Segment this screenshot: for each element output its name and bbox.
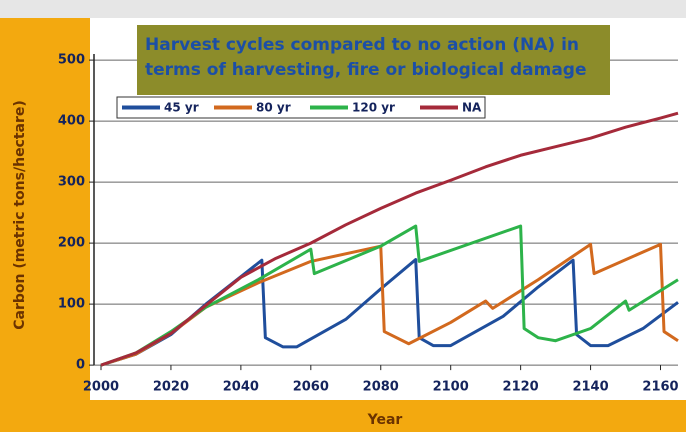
x-tick-label: 2100 xyxy=(433,380,469,395)
legend-label: 45 yr xyxy=(164,101,199,115)
y-tick-label: 400 xyxy=(58,114,85,129)
legend-label: 80 yr xyxy=(256,101,291,115)
x-tick-label: 2000 xyxy=(83,380,119,395)
y-tick-label: 300 xyxy=(58,175,85,190)
x-tick-label: 2160 xyxy=(642,380,678,395)
x-tick-label: 2040 xyxy=(223,380,259,395)
legend-box xyxy=(116,96,486,119)
y-axis-title: Carbon (metric tons/hectare) xyxy=(12,100,28,330)
y-tick-label: 0 xyxy=(76,358,85,373)
x-tick-label: 2120 xyxy=(503,380,539,395)
y-tick-label: 500 xyxy=(58,53,85,68)
chart-title: terms of harvesting, fire or biological … xyxy=(145,60,587,80)
series-line xyxy=(100,111,679,367)
x-tick-label: 2080 xyxy=(363,380,399,395)
title-box xyxy=(137,25,610,95)
x-tick-label: 2140 xyxy=(572,380,608,395)
legend-label: NA xyxy=(462,101,482,115)
legend-label: 120 yr xyxy=(352,101,395,115)
top-band xyxy=(0,0,686,18)
y-tick-label: 100 xyxy=(58,297,85,312)
x-axis-title: Year xyxy=(367,412,403,428)
chart-title: Harvest cycles compared to no action (NA… xyxy=(145,35,579,55)
x-tick-label: 2060 xyxy=(293,380,329,395)
y-tick-label: 200 xyxy=(58,236,85,251)
x-tick-label: 2020 xyxy=(153,380,189,395)
